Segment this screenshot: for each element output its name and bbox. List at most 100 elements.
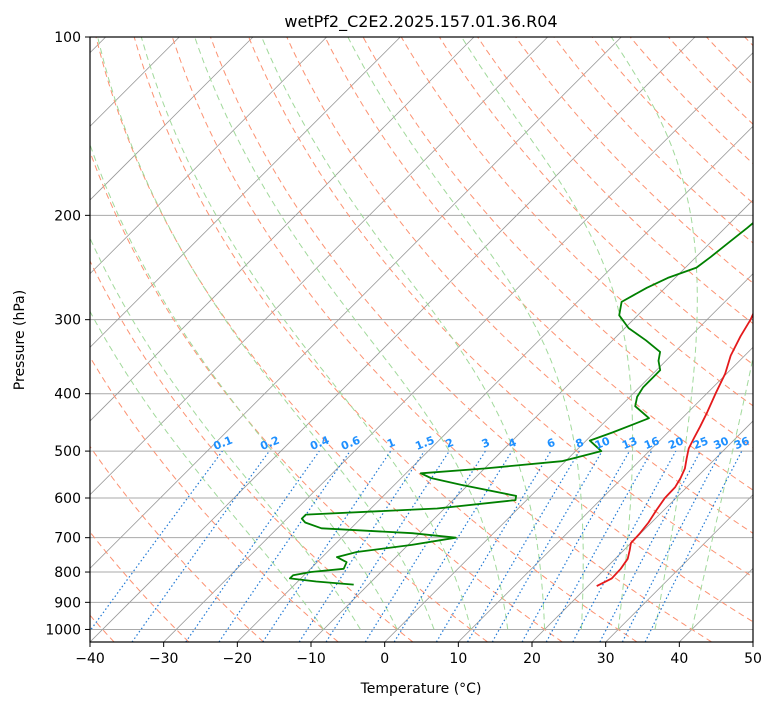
moist-adiabat-line bbox=[90, 310, 324, 630]
mixing-ratio-line bbox=[90, 450, 223, 632]
x-tick-label: 10 bbox=[449, 651, 467, 667]
mixing-ratio-line bbox=[298, 450, 425, 642]
isotherm-line bbox=[90, 37, 622, 569]
dry-adiabat-line bbox=[668, 37, 753, 125]
dry-adiabat-line bbox=[248, 37, 753, 578]
moist-adiabat-line bbox=[261, 37, 546, 630]
dry-adiabat-line bbox=[477, 37, 753, 325]
y-tick-label: 400 bbox=[54, 387, 81, 403]
mixing-ratio-line bbox=[131, 450, 270, 642]
mixing-ratio-line bbox=[185, 450, 320, 642]
chart-title: wetPf2_C2E2.2025.157.01.36.R04 bbox=[284, 12, 557, 32]
y-tick-label: 700 bbox=[54, 531, 81, 547]
mixing-ratio-label: 16 bbox=[642, 434, 661, 452]
dry-adiabat-line bbox=[90, 150, 488, 642]
mixing-ratio-label: 6 bbox=[545, 436, 557, 451]
x-tick-label: 30 bbox=[597, 651, 615, 667]
mixing-ratio-line bbox=[572, 450, 677, 642]
mixing-ratio-line bbox=[644, 450, 743, 642]
line-labels: 0.1 0.2 0.4 0.6 1 1.5 2 3 4 6 8 10 13 16 20 25 30 36 bbox=[212, 433, 752, 452]
mixing-ratio-label: 1 bbox=[385, 436, 397, 451]
dry-adiabat-line bbox=[706, 37, 753, 86]
dry-adiabat-line bbox=[133, 37, 638, 642]
isotherm-line bbox=[90, 37, 254, 201]
temperature-line bbox=[596, 312, 753, 587]
mixing-ratio-label: 25 bbox=[691, 434, 710, 452]
mixing-ratio-label: 0.4 bbox=[308, 433, 331, 452]
dry-adiabat-line bbox=[515, 37, 753, 284]
mixing-ratio-label: 30 bbox=[712, 434, 731, 452]
profile-lines bbox=[289, 221, 753, 587]
dewpoint-line bbox=[289, 221, 753, 586]
x-tick-label: −30 bbox=[149, 651, 179, 667]
mixing-ratio-label: 13 bbox=[620, 434, 639, 452]
moist-adiabat-line bbox=[140, 37, 472, 630]
mixing-ratio-line bbox=[364, 450, 486, 642]
mixing-ratio-label: 4 bbox=[506, 436, 518, 451]
isotherm-line bbox=[458, 346, 753, 642]
isotherm-line bbox=[90, 37, 401, 348]
isotherm-line bbox=[163, 52, 753, 642]
mixing-ratio-line bbox=[218, 450, 351, 642]
isotherm-line bbox=[605, 494, 753, 642]
x-tick-label: 40 bbox=[670, 651, 688, 667]
background-lines bbox=[90, 37, 753, 642]
x-tick-label: 20 bbox=[523, 651, 541, 667]
dry-adiabat-line bbox=[90, 356, 339, 642]
dry-adiabat-line bbox=[95, 37, 563, 642]
mixing-ratio-line bbox=[262, 450, 392, 642]
moist-adiabat-line bbox=[97, 37, 435, 630]
dry-adiabat-line bbox=[171, 37, 712, 642]
mixing-ratio-line bbox=[521, 450, 631, 642]
dry-adiabat-line bbox=[210, 37, 753, 623]
isotherm-line bbox=[90, 37, 696, 642]
mixing-ratio-label: 0.6 bbox=[339, 433, 362, 452]
mixing-ratio-label: 36 bbox=[732, 434, 751, 452]
dry-adiabat-line bbox=[324, 37, 753, 491]
isotherm-line bbox=[679, 567, 753, 642]
y-tick-label: 1000 bbox=[45, 622, 81, 638]
moist-adiabat-line bbox=[194, 37, 509, 630]
isotherm-line bbox=[752, 641, 753, 642]
dry-adiabat-line bbox=[591, 37, 753, 204]
isotherm-line bbox=[90, 37, 548, 496]
mixing-ratio-line bbox=[325, 450, 450, 642]
x-tick-label: 0 bbox=[380, 651, 389, 667]
mixing-ratio-label: 2 bbox=[444, 436, 456, 451]
mixing-ratio-line bbox=[435, 450, 552, 642]
dry-adiabat-line bbox=[90, 531, 190, 642]
isotherm-line bbox=[90, 37, 327, 275]
x-tick-label: −20 bbox=[223, 651, 253, 667]
dry-adiabat-line bbox=[90, 445, 264, 642]
x-tick-label: −10 bbox=[296, 651, 326, 667]
mixing-ratio-label: 0.1 bbox=[212, 434, 235, 453]
y-tick-label: 600 bbox=[54, 491, 81, 507]
dry-adiabat-line bbox=[744, 37, 753, 47]
isotherm-line bbox=[310, 199, 753, 642]
y-tick-label: 200 bbox=[54, 208, 81, 224]
y-tick-label: 800 bbox=[54, 565, 81, 581]
y-tick-label: 500 bbox=[54, 444, 81, 460]
mixing-ratio-line bbox=[393, 450, 513, 642]
mixing-ratio-label: 10 bbox=[593, 434, 612, 452]
y-axis-label: Pressure (hPa) bbox=[12, 290, 28, 390]
x-tick-label: −40 bbox=[75, 651, 105, 667]
dry-adiabat-line bbox=[286, 37, 753, 534]
moist-adiabat-line bbox=[90, 236, 361, 630]
plot-frame bbox=[89, 36, 754, 643]
mixing-ratio-label: 20 bbox=[666, 434, 685, 452]
dry-adiabat-line bbox=[90, 259, 414, 642]
dry-adiabat-line bbox=[553, 37, 753, 244]
x-axis-label: Temperature (°C) bbox=[360, 681, 482, 697]
moist-adiabat-line bbox=[610, 37, 698, 630]
isotherm-line bbox=[384, 273, 753, 642]
isotherm-line bbox=[237, 125, 753, 642]
x-tick-label: 50 bbox=[744, 651, 762, 667]
axes: −40 −30 −20 −10 0 10 20 30 40 5010020030040050060… bbox=[45, 30, 762, 667]
y-tick-label: 100 bbox=[54, 30, 81, 46]
mixing-ratio-line bbox=[545, 450, 653, 642]
moist-adiabat-line bbox=[90, 142, 398, 630]
mixing-ratio-label: 1.5 bbox=[413, 434, 436, 453]
mixing-ratio-label: 8 bbox=[574, 436, 586, 451]
